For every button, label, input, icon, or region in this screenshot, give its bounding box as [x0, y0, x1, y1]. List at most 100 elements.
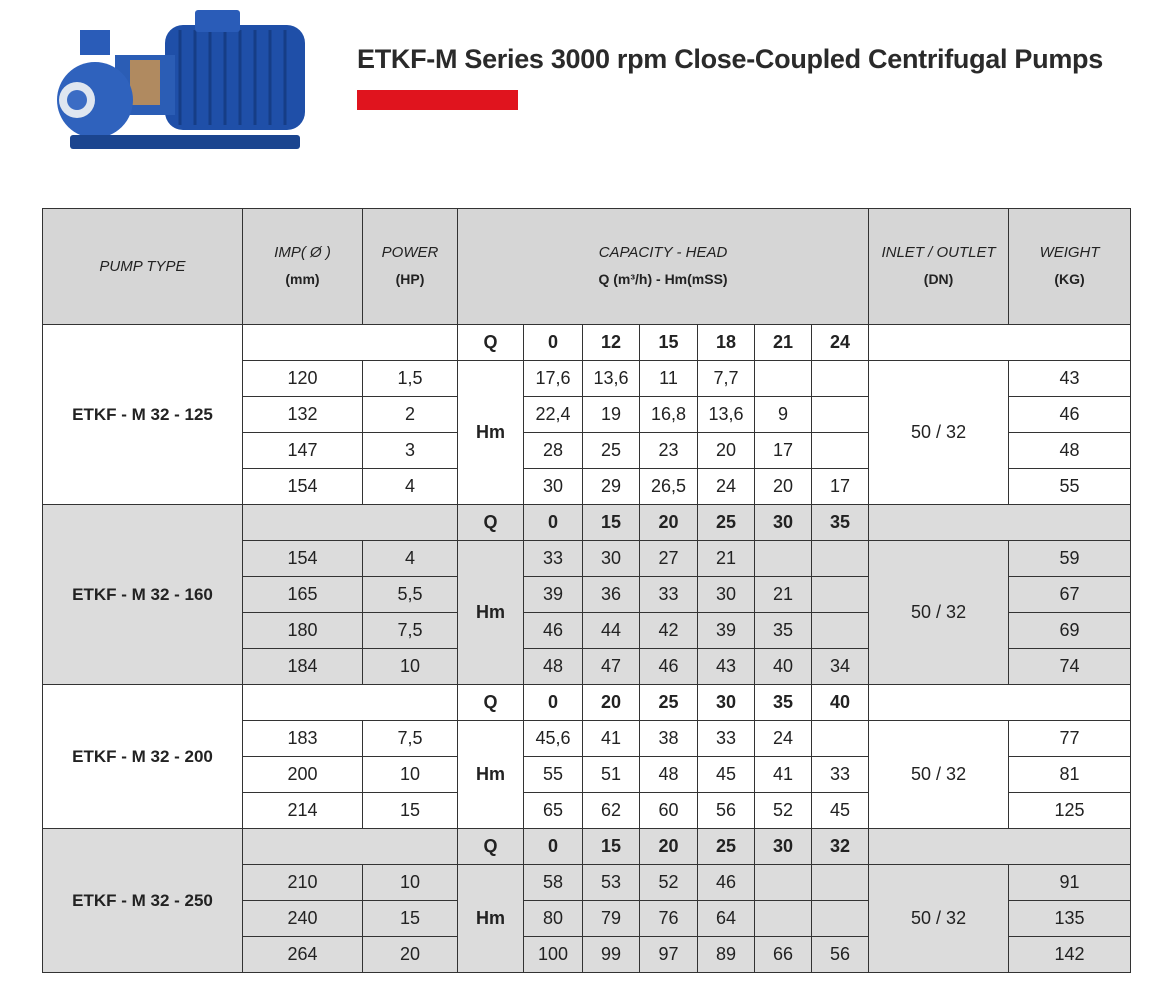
page-title: ETKF-M Series 3000 rpm Close-Coupled Cen…: [357, 44, 1103, 74]
pump-model: ETKF - M 32 - 250: [42, 828, 243, 973]
hm-label: Hm: [457, 360, 524, 505]
table-row: 147 3 28 25 23 20 17 48: [43, 432, 1132, 469]
head-value: 42: [639, 612, 698, 649]
head-value: 52: [754, 792, 812, 829]
weight-kg: 135: [1008, 900, 1132, 937]
blank-cell: [868, 684, 1132, 721]
power-hp: 7,5: [362, 720, 458, 757]
inlet-outlet: 50 / 32: [868, 720, 1010, 829]
power-hp: 4: [362, 540, 458, 577]
blank-cell: [868, 324, 1132, 361]
head-value: 46: [523, 612, 583, 649]
head-value: 30: [582, 540, 640, 577]
head-value: 44: [582, 612, 640, 649]
head-value: 47: [582, 648, 640, 685]
header-label: PUMP TYPE: [99, 257, 186, 275]
power-hp: 7,5: [362, 612, 458, 649]
head-value: 21: [697, 540, 755, 577]
header-capacity-head: CAPACITY - HEAD Q (m³/h) - Hm(mSS): [456, 208, 870, 325]
head-value: 45: [697, 756, 755, 793]
head-value: 25: [582, 432, 640, 469]
weight-kg: 48: [1008, 432, 1132, 469]
header-unit: (DN): [923, 271, 954, 287]
head-value: [810, 612, 870, 649]
impeller-diameter: 147: [242, 432, 363, 469]
head-value: [810, 540, 870, 577]
impeller-diameter: 183: [242, 720, 363, 757]
header-label: INLET / OUTLET: [881, 244, 996, 261]
weight-kg: 46: [1008, 396, 1132, 433]
head-value: 34: [810, 648, 870, 685]
head-value: 30: [697, 576, 755, 613]
flow-value: 15: [639, 324, 698, 361]
impeller-diameter: 132: [242, 396, 363, 433]
head-value: 53: [582, 864, 640, 901]
impeller-diameter: 210: [242, 864, 363, 901]
head-value: 66: [754, 936, 812, 973]
flow-value: 0: [523, 684, 583, 721]
weight-kg: 74: [1008, 648, 1132, 685]
head-value: 11: [639, 360, 698, 397]
power-hp: 20: [362, 936, 458, 973]
head-value: 100: [523, 936, 583, 973]
head-value: 39: [697, 612, 755, 649]
header-weight: WEIGHT (KG): [1008, 208, 1132, 325]
flow-value: 40: [810, 684, 870, 721]
impeller-diameter: 180: [242, 612, 363, 649]
blank-cell: [242, 684, 458, 721]
blank-cell: [242, 324, 458, 361]
head-value: 52: [639, 864, 698, 901]
head-value: 56: [697, 792, 755, 829]
power-hp: 5,5: [362, 576, 458, 613]
flow-value: 21: [754, 324, 812, 361]
pump-model: ETKF - M 32 - 125: [42, 324, 243, 505]
weight-kg: 77: [1008, 720, 1132, 757]
weight-kg: 81: [1008, 756, 1132, 793]
head-value: 99: [582, 936, 640, 973]
flow-value: 18: [697, 324, 755, 361]
head-value: [810, 360, 870, 397]
flow-value: 15: [582, 828, 640, 865]
flow-value: 32: [810, 828, 870, 865]
head-value: 23: [639, 432, 698, 469]
header-label: IMP( Ø ): [274, 244, 331, 261]
flow-value: 12: [582, 324, 640, 361]
head-value: 33: [639, 576, 698, 613]
head-value: [754, 900, 812, 937]
head-value: 43: [697, 648, 755, 685]
weight-kg: 43: [1008, 360, 1132, 397]
q-row: ETKF - M 32 - 200 Q 0 20 25 30 35 40: [42, 684, 1132, 829]
head-value: 7,7: [697, 360, 755, 397]
power-hp: 10: [362, 648, 458, 685]
head-value: 41: [582, 720, 640, 757]
head-value: 22,4: [523, 396, 583, 433]
header-unit: (KG): [1054, 271, 1085, 287]
table-row: 200 10 55 51 48 45 41 33 81: [43, 756, 1132, 793]
flow-value: 20: [639, 504, 698, 541]
head-value: 28: [523, 432, 583, 469]
flow-value: 25: [639, 684, 698, 721]
flow-value: 25: [697, 828, 755, 865]
impeller-diameter: 165: [242, 576, 363, 613]
head-value: 55: [523, 756, 583, 793]
head-value: 36: [582, 576, 640, 613]
blank-cell: [242, 828, 458, 865]
flow-value: 30: [697, 684, 755, 721]
head-value: 17,6: [523, 360, 583, 397]
head-value: 17: [754, 432, 812, 469]
header-pump-type: PUMP TYPE: [42, 208, 243, 325]
head-value: 65: [523, 792, 583, 829]
pump-spec-table: PUMP TYPE IMP( Ø ) (mm) POWER (HP) CAPACIT…: [42, 208, 1132, 973]
head-value: 46: [697, 864, 755, 901]
power-hp: 2: [362, 396, 458, 433]
blank-cell: [242, 504, 458, 541]
q-row: ETKF - M 32 - 160 Q 0 15 20 25 30 35: [42, 504, 1132, 685]
hm-label: Hm: [457, 540, 524, 685]
flow-value: 24: [810, 324, 870, 361]
power-hp: 15: [362, 792, 458, 829]
head-value: 17: [810, 468, 870, 505]
hm-label: Hm: [457, 720, 524, 829]
q-label: Q: [457, 828, 524, 865]
flow-value: 35: [810, 504, 870, 541]
weight-kg: 91: [1008, 864, 1132, 901]
